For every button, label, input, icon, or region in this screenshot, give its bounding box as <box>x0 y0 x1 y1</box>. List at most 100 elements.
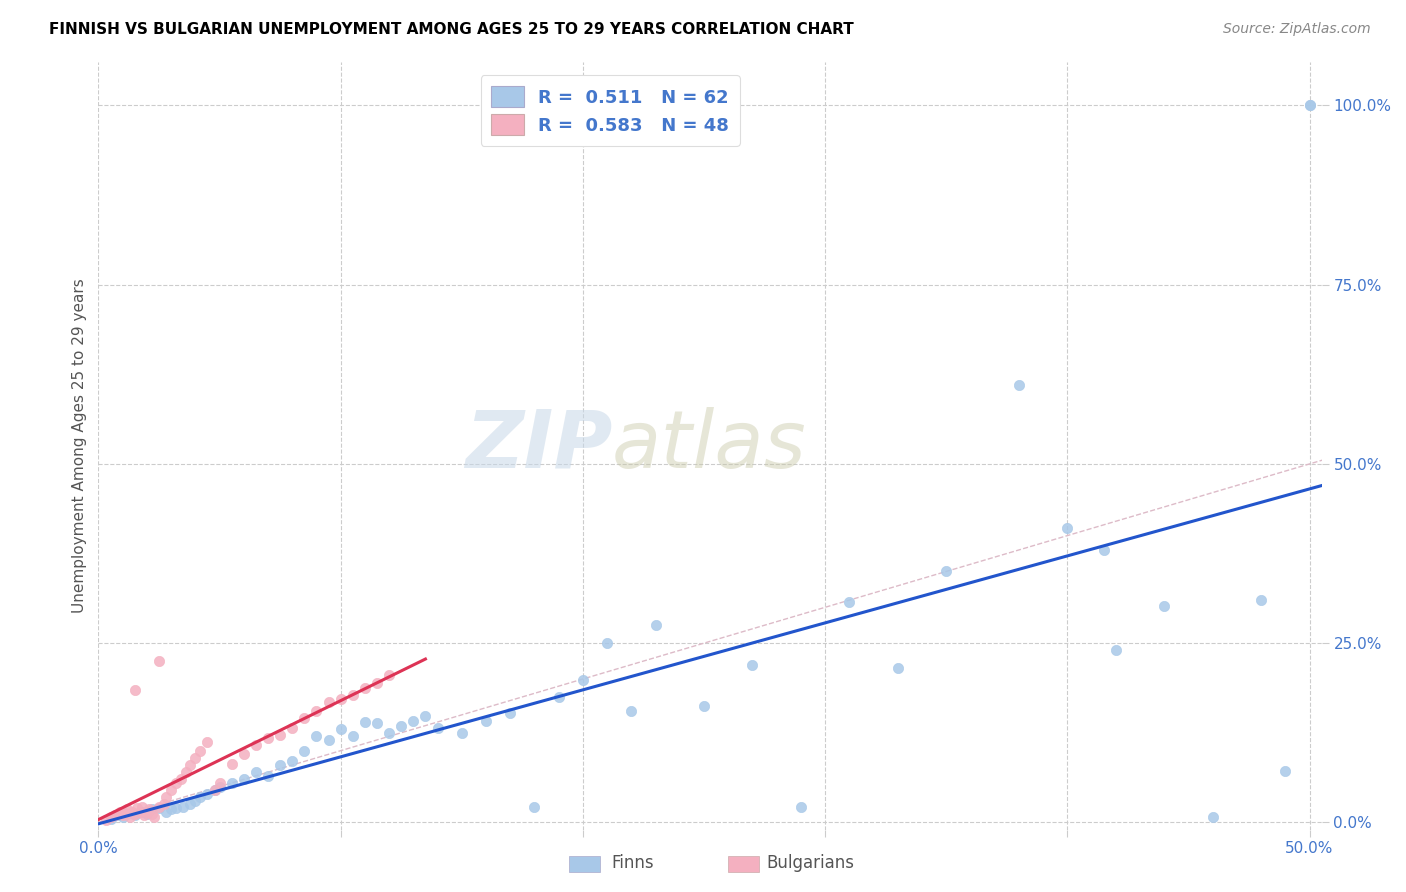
Legend: R =  0.511   N = 62, R =  0.583   N = 48: R = 0.511 N = 62, R = 0.583 N = 48 <box>481 75 740 146</box>
Text: Finns: Finns <box>612 855 654 872</box>
Point <box>208 780 231 794</box>
Point <box>281 721 304 735</box>
Point <box>221 756 243 771</box>
Point <box>197 735 219 749</box>
Text: FINNISH VS BULGARIAN UNEMPLOYMENT AMONG AGES 25 TO 29 YEARS CORRELATION CHART: FINNISH VS BULGARIAN UNEMPLOYMENT AMONG … <box>49 22 853 37</box>
Point <box>155 805 177 819</box>
Point <box>354 714 377 729</box>
Point <box>204 783 226 797</box>
Point <box>547 690 569 704</box>
Point <box>245 765 267 780</box>
Text: Source: ZipAtlas.com: Source: ZipAtlas.com <box>1223 22 1371 37</box>
Y-axis label: Unemployment Among Ages 25 to 29 years: Unemployment Among Ages 25 to 29 years <box>72 278 87 614</box>
Point <box>378 668 401 682</box>
Point <box>141 802 163 816</box>
Point <box>148 801 170 815</box>
Point <box>1250 593 1272 607</box>
Point <box>94 814 117 828</box>
Point <box>693 699 716 714</box>
Point <box>1298 98 1320 112</box>
Point <box>124 682 146 697</box>
Point <box>292 744 315 758</box>
Point <box>141 806 163 821</box>
Point <box>160 783 183 797</box>
Point <box>292 711 315 725</box>
Point <box>221 776 243 790</box>
Point <box>110 805 132 819</box>
Point <box>124 806 146 821</box>
Point <box>245 738 267 752</box>
Point <box>117 802 139 816</box>
Point <box>188 790 211 805</box>
Point <box>138 802 160 816</box>
Point <box>117 806 139 821</box>
Point <box>1056 521 1078 535</box>
Point <box>114 806 136 821</box>
Point <box>128 805 150 819</box>
Point <box>172 799 194 814</box>
Point <box>887 661 910 675</box>
Point <box>572 673 595 688</box>
Point <box>620 704 643 718</box>
Point <box>124 808 146 822</box>
Point <box>148 654 170 668</box>
Point <box>389 718 412 732</box>
Point <box>269 758 291 772</box>
Point <box>160 802 183 816</box>
Point <box>100 812 122 826</box>
Point <box>329 692 352 706</box>
Point <box>935 565 957 579</box>
Point <box>232 747 254 762</box>
Point <box>415 709 437 723</box>
Point <box>426 721 449 735</box>
Point <box>107 808 129 822</box>
Point <box>107 806 129 821</box>
Point <box>499 706 522 721</box>
Point <box>318 733 340 747</box>
Point <box>450 725 472 739</box>
Point <box>269 728 291 742</box>
Point <box>1008 378 1031 392</box>
Point <box>184 794 207 808</box>
Point <box>143 810 166 824</box>
Point <box>790 799 813 814</box>
Point <box>208 776 231 790</box>
Point <box>135 805 157 819</box>
Point <box>170 772 193 787</box>
Point <box>402 714 425 728</box>
Point <box>281 755 304 769</box>
Point <box>257 769 280 783</box>
Point <box>197 787 219 801</box>
Point <box>342 730 364 744</box>
Point <box>127 801 149 815</box>
Point <box>131 805 153 819</box>
Point <box>596 636 619 650</box>
Point <box>1092 543 1115 558</box>
Point <box>232 772 254 787</box>
Point <box>179 758 201 772</box>
Point <box>104 808 127 822</box>
Point <box>174 765 197 780</box>
Point <box>366 716 388 731</box>
Point <box>188 744 211 758</box>
Point <box>134 808 156 822</box>
Point <box>204 783 226 797</box>
Point <box>1201 810 1223 824</box>
Point <box>318 695 340 709</box>
Point <box>1298 98 1320 112</box>
Point <box>111 810 134 824</box>
Point <box>257 731 280 745</box>
Text: atlas: atlas <box>612 407 807 485</box>
Point <box>523 799 546 814</box>
Point <box>118 810 141 824</box>
Point <box>305 730 328 744</box>
Point <box>1153 599 1175 613</box>
Point <box>366 675 388 690</box>
Point <box>131 799 153 814</box>
Point <box>165 801 187 815</box>
Point <box>155 790 177 805</box>
Point <box>1105 643 1128 657</box>
Point <box>135 806 157 821</box>
Point <box>838 594 860 608</box>
Point <box>179 797 201 812</box>
